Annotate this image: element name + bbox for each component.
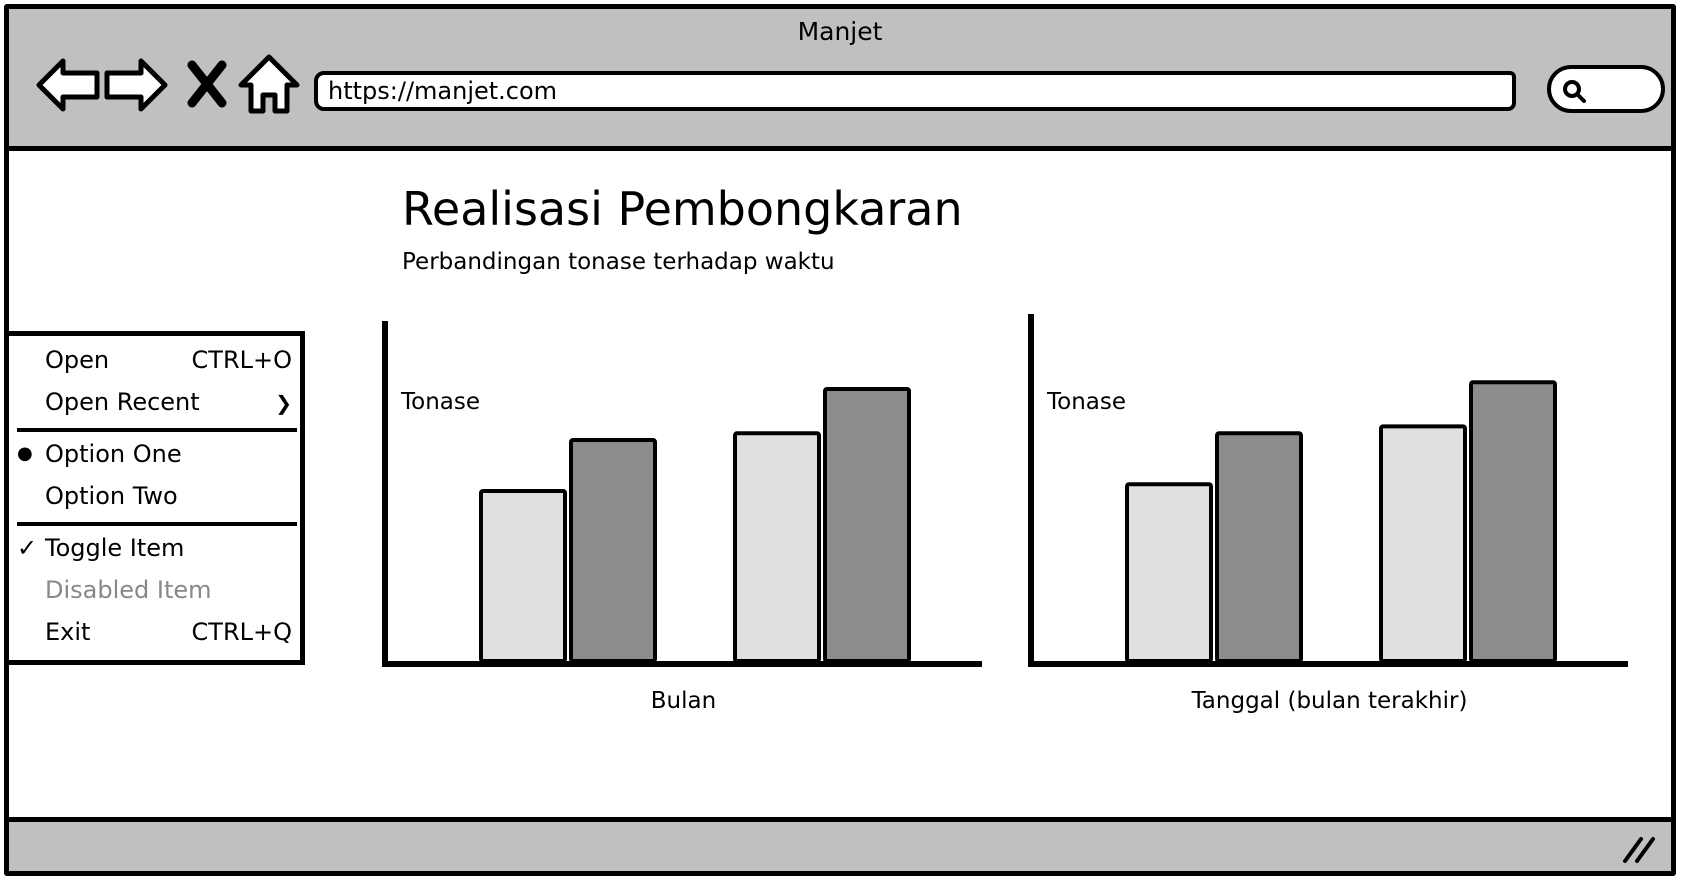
home-button[interactable] (235, 49, 305, 119)
status-bar (9, 817, 1671, 871)
url-text: https://manjet.com (328, 77, 558, 105)
page-subtitle: Perbandingan tonase terhadap waktu (402, 249, 835, 275)
address-bar[interactable]: https://manjet.com (314, 71, 1516, 111)
menu-item-open-recent[interactable]: Open Recent ❯ (9, 384, 300, 422)
page-title: Realisasi Pembongkaran (402, 182, 963, 236)
bar (733, 431, 821, 664)
bar (1379, 424, 1467, 663)
y-axis-label: Tonase (400, 389, 480, 415)
check-icon: ✓ (17, 534, 38, 562)
search-icon (1563, 80, 1586, 103)
menu-separator (17, 522, 297, 526)
x-axis-label: Bulan (651, 688, 716, 714)
bar (479, 489, 567, 663)
forward-button[interactable] (101, 49, 171, 119)
chevron-right-icon: ❯ (275, 391, 292, 415)
x-axis-label: Tanggal (bulan terakhir) (1191, 688, 1468, 714)
menu-item-disabled: Disabled Item (9, 572, 300, 610)
bar (1215, 431, 1303, 664)
bar (1125, 482, 1213, 664)
menu-item-label: Open Recent (45, 388, 200, 416)
bar (823, 387, 911, 663)
menu-item-shortcut: CTRL+O (191, 346, 292, 374)
home-icon (238, 54, 300, 114)
context-menu: Open CTRL+O Open Recent ❯ ● Option One O… (9, 331, 305, 665)
menu-item-label: Toggle Item (45, 534, 185, 562)
back-button[interactable] (33, 49, 103, 119)
window-title: Manjet (797, 17, 883, 46)
menu-item-open[interactable]: Open CTRL+O (9, 342, 300, 380)
menu-item-toggle[interactable]: ✓ Toggle Item (9, 530, 300, 568)
bar (569, 438, 657, 663)
menu-separator (17, 428, 297, 432)
stop-button[interactable] (174, 49, 244, 119)
menu-item-exit[interactable]: Exit CTRL+Q (9, 614, 300, 652)
browser-window: Manjet https://manjet.com (4, 4, 1676, 876)
bar (1469, 380, 1557, 663)
menu-item-label: Option Two (45, 482, 178, 510)
title-bar: Manjet https://manjet.com (9, 9, 1671, 151)
menu-item-option-one[interactable]: ● Option One (9, 436, 300, 474)
menu-item-option-two[interactable]: Option Two (9, 478, 300, 516)
close-icon (187, 60, 227, 108)
menu-item-label: Option One (45, 440, 182, 468)
menu-item-label: Disabled Item (45, 576, 212, 604)
arrow-left-icon (36, 58, 100, 112)
menu-item-shortcut: CTRL+Q (191, 618, 292, 646)
search-box[interactable] (1547, 65, 1665, 113)
arrow-right-icon (104, 58, 168, 112)
menu-item-label: Exit (45, 618, 91, 646)
radio-dot-icon: ● (17, 443, 33, 464)
y-axis-label: Tonase (1046, 389, 1126, 415)
resize-grip-icon[interactable] (1621, 833, 1657, 865)
menu-item-label: Open (45, 346, 110, 374)
